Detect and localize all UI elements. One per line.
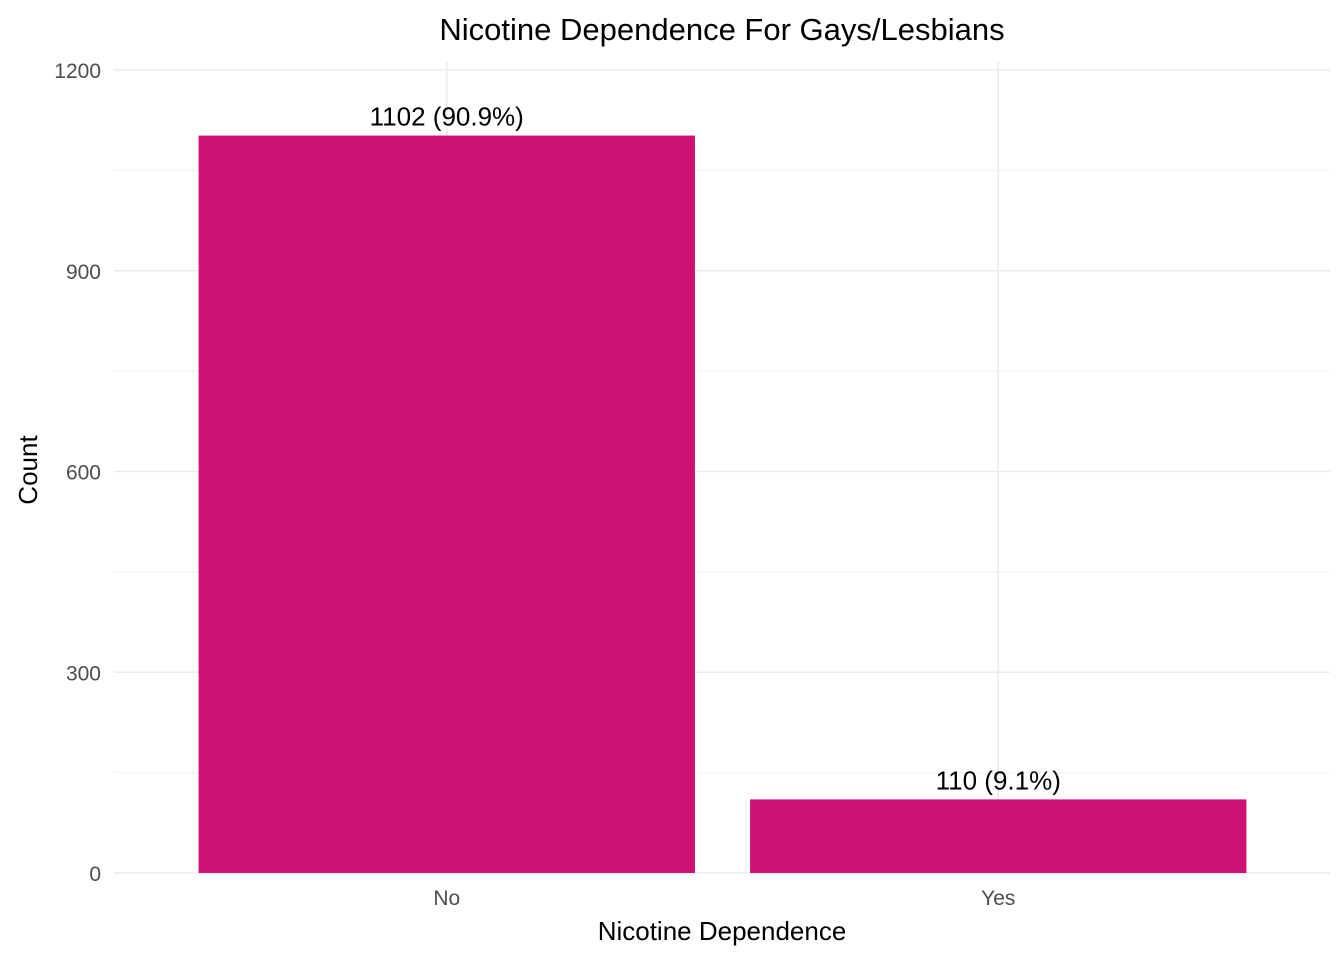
data-label: 1102 (90.9%): [370, 102, 524, 132]
x-axis-tick-labels: No Yes: [433, 887, 1015, 910]
y-tick-label: 1200: [54, 60, 101, 83]
x-tick-label: Yes: [981, 887, 1015, 910]
y-tick-label: 0: [89, 863, 101, 886]
x-tick-label: No: [433, 887, 460, 910]
y-tick-label: 300: [66, 662, 101, 685]
data-labels: 1102 (90.9%) 110 (9.1%): [370, 102, 1061, 796]
y-tick-label: 600: [66, 462, 101, 485]
chart-title: Nicotine Dependence For Gays/Lesbians: [439, 12, 1004, 47]
y-tick-label: 900: [66, 261, 101, 284]
bar-no: [198, 135, 695, 873]
bars: [198, 135, 1247, 873]
y-axis-tick-labels: 0 300 600 900 1200: [54, 60, 101, 886]
y-axis-title: Count: [13, 435, 43, 505]
data-label: 110 (9.1%): [936, 765, 1061, 795]
x-axis-title: Nicotine Dependence: [598, 916, 847, 946]
bar-yes: [750, 799, 1247, 873]
